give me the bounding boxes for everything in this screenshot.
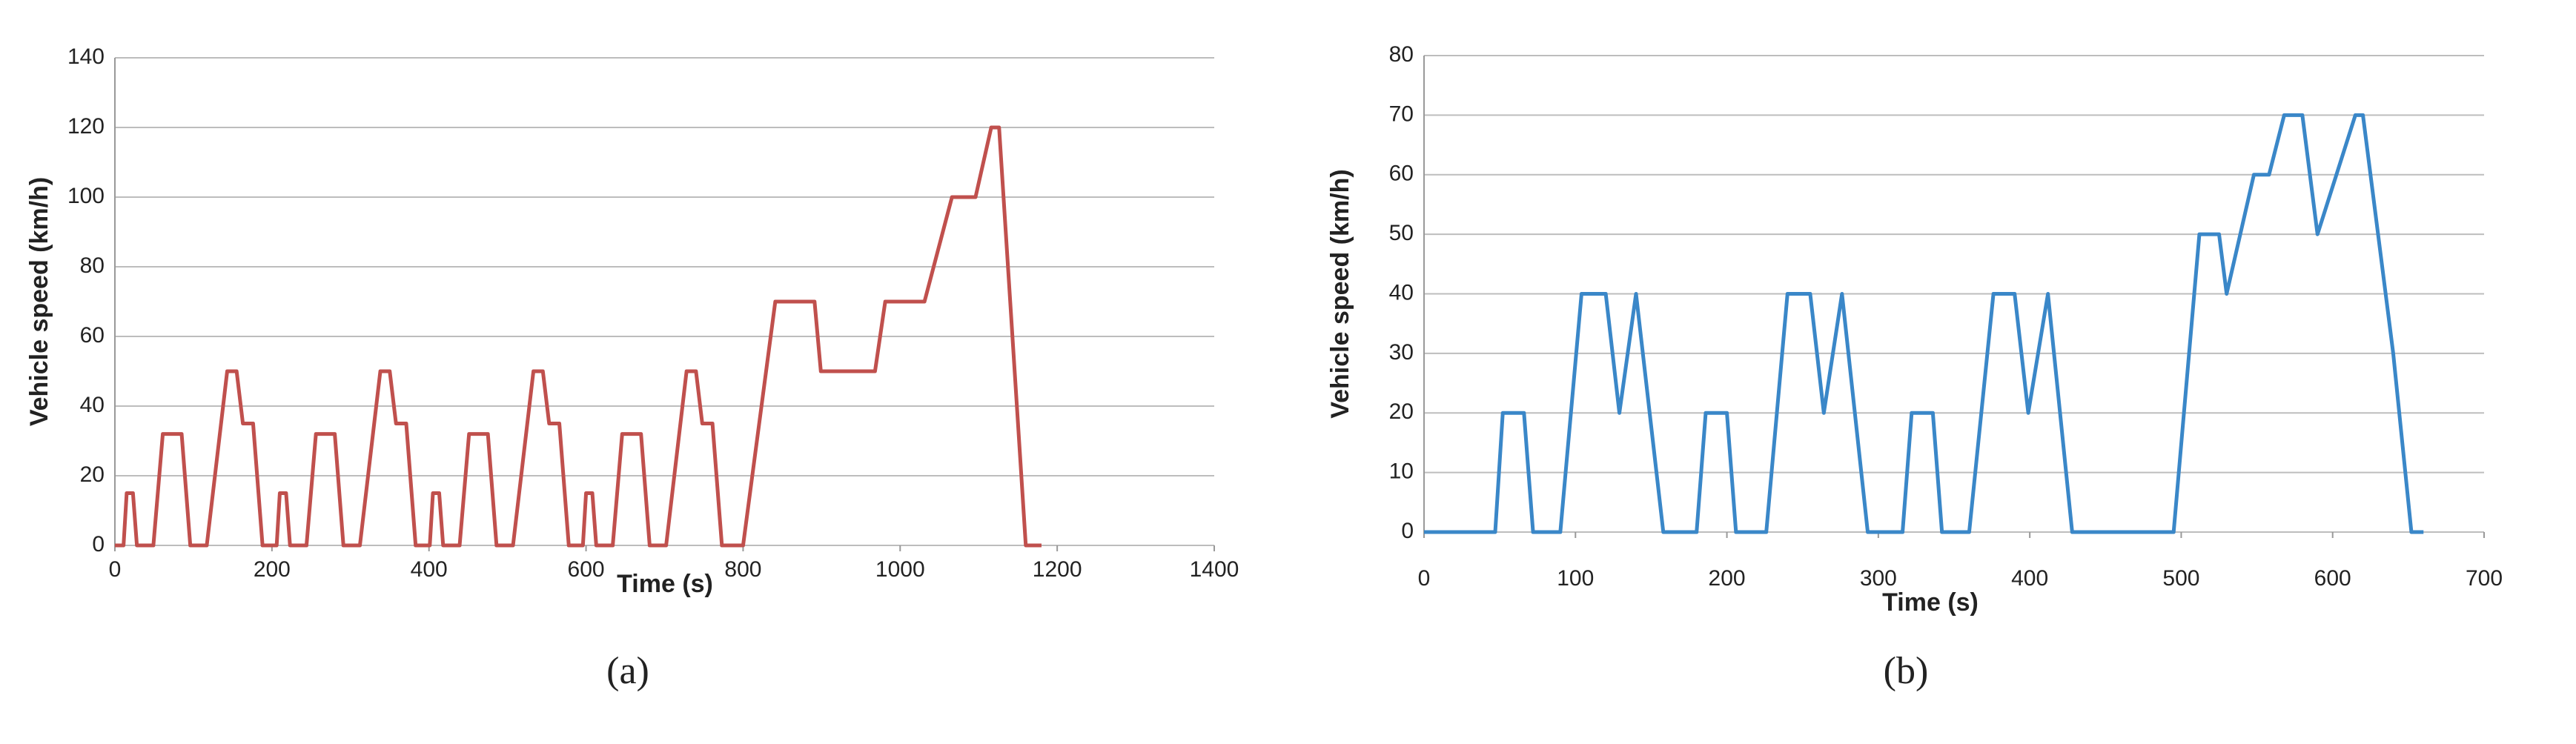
x-tick-label: 300	[1860, 566, 1897, 591]
y-tick-label: 20	[80, 462, 105, 487]
x-tick-label: 200	[1709, 566, 1746, 591]
x-tick-label: 500	[2162, 566, 2199, 591]
speed-line	[115, 125, 1042, 548]
y-tick-label: 100	[67, 184, 105, 208]
x-tick-label: 100	[1557, 566, 1594, 591]
x-tick-label: 600	[2314, 566, 2351, 591]
x-axis-title: Time (s)	[1882, 588, 1979, 617]
y-tick-label: 60	[1389, 162, 1414, 186]
x-axis-title: Time (s)	[617, 570, 713, 598]
x-tick-label: 400	[2011, 566, 2048, 591]
y-tick-label: 10	[1389, 459, 1414, 484]
x-tick-label: 800	[724, 557, 761, 582]
speed-line	[1424, 113, 2424, 534]
y-tick-label: 40	[1389, 280, 1414, 305]
y-tick-label: 60	[80, 323, 105, 348]
x-tick-label: 0	[109, 557, 122, 582]
x-tick-label: 0	[1418, 566, 1431, 591]
y-tick-label: 80	[1389, 42, 1414, 67]
x-tick-label: 1400	[1190, 557, 1239, 582]
y-tick-label: 40	[80, 393, 105, 417]
y-tick-label: 50	[1389, 221, 1414, 245]
caption: (a)	[606, 650, 649, 692]
x-tick-label: 400	[411, 557, 448, 582]
y-tick-label: 120	[67, 114, 105, 139]
y-tick-label: 20	[1389, 399, 1414, 424]
y-tick-label: 140	[67, 44, 105, 69]
x-tick-label: 700	[2466, 566, 2503, 591]
y-tick-label: 0	[1401, 519, 1414, 543]
y-tick-label: 80	[80, 253, 105, 278]
x-tick-label: 1000	[875, 557, 925, 582]
x-tick-label: 200	[254, 557, 291, 582]
y-axis-title: Vehicle speed (km/h)	[25, 177, 53, 426]
x-tick-label: 1200	[1033, 557, 1082, 582]
caption: (b)	[1884, 650, 1929, 692]
y-axis-title: Vehicle speed (km/h)	[1326, 169, 1354, 418]
y-tick-label: 70	[1389, 102, 1414, 126]
y-tick-label: 30	[1389, 340, 1414, 365]
x-tick-label: 600	[568, 557, 605, 582]
y-tick-label: 0	[92, 532, 105, 557]
